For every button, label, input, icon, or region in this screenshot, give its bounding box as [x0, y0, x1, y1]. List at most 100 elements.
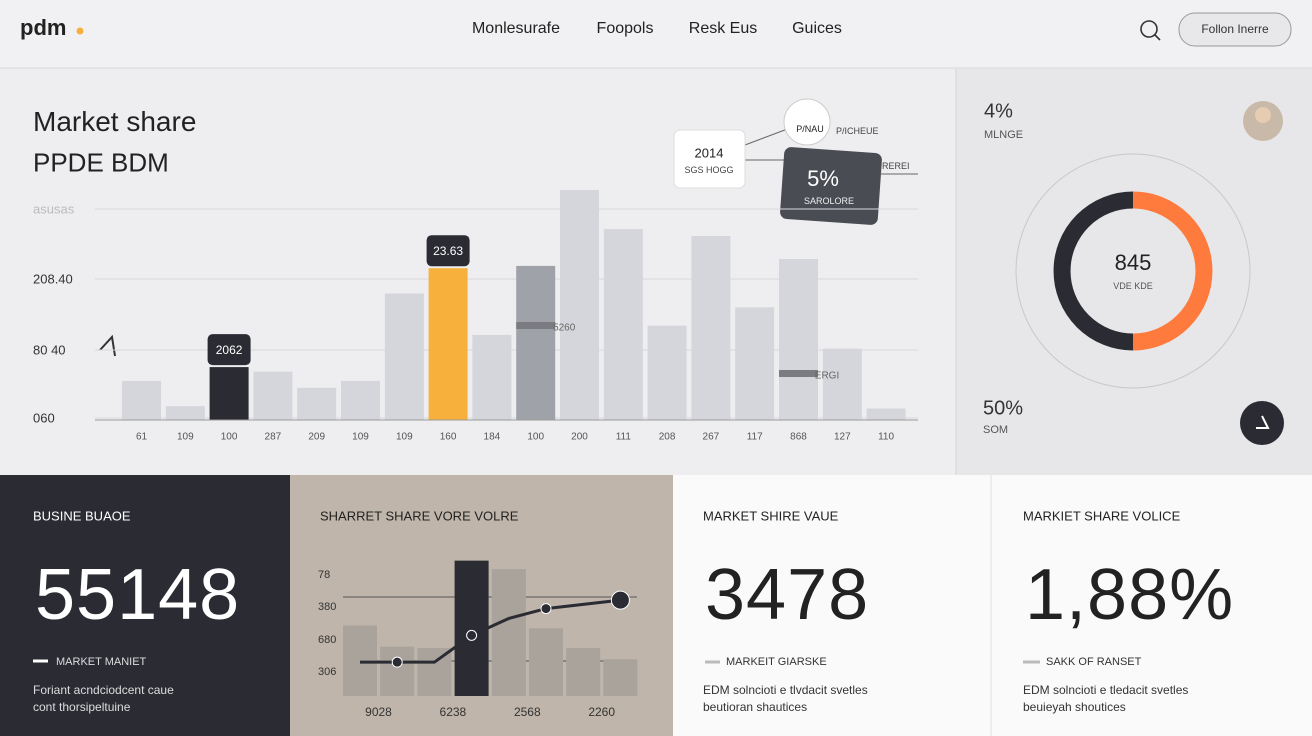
tile-text: beuieyah shoutices: [1023, 700, 1126, 714]
bar: [516, 265, 556, 420]
x-label: 6238: [439, 705, 467, 719]
tile-legend: MARKEIT GIARSKE: [726, 656, 827, 668]
bar: [735, 307, 775, 420]
stat-label: MLNGE: [984, 129, 1024, 141]
tile-title: BUSINE BUAOE: [33, 508, 131, 524]
x-label: 109: [352, 431, 369, 443]
stat-value: 4%: [984, 100, 1013, 123]
card-value: 5%: [807, 166, 839, 191]
y-label: 306: [318, 666, 337, 678]
bar: [779, 259, 818, 420]
tile-text: EDM solncioti e tledacit svetles: [1023, 683, 1189, 697]
y-label: 208.40: [33, 271, 73, 287]
x-label: 100: [220, 431, 238, 443]
tile-title: SHARRET SHARE VORE VOLRE: [320, 508, 519, 524]
tile-text: beutioran shautices: [703, 700, 808, 714]
line: [360, 598, 621, 664]
nav-link[interactable]: Guices: [792, 20, 842, 37]
tile-value: 1,88%: [1025, 555, 1235, 635]
stat-label: SOM: [983, 424, 1009, 436]
line-marker: [466, 629, 478, 641]
x-label: 127: [833, 431, 851, 443]
x-label: 184: [483, 431, 501, 443]
callout: 2062: [215, 343, 243, 358]
tile-value: 55148: [35, 555, 241, 635]
bar: [428, 268, 468, 420]
x-label: 61: [135, 431, 148, 443]
line-marker: [540, 603, 552, 615]
tile-legend: MARKET MANIET: [56, 656, 147, 668]
stripe: [779, 370, 818, 377]
title: Market share: [33, 106, 197, 137]
x-label: 267: [702, 431, 720, 443]
y-label: asusas: [33, 201, 75, 217]
x-label: 2568: [513, 705, 541, 719]
line-marker: [391, 656, 403, 668]
card-label: SAROLORE: [803, 196, 855, 206]
action-button[interactable]: Follon Inerre: [1201, 22, 1269, 36]
subtitle: PPDE BDM: [33, 147, 169, 178]
y-label: 78: [318, 569, 331, 581]
bar: [647, 325, 687, 420]
y-label: 380: [318, 601, 337, 613]
callout: 23.63: [433, 244, 464, 259]
inline-label: 5260: [553, 322, 576, 334]
tile-legend: SAKK OF RANSET: [1046, 656, 1142, 668]
bar: [866, 408, 906, 420]
bar: [209, 367, 249, 420]
inline-label: ERGI: [814, 370, 840, 382]
bar: [603, 659, 638, 696]
bar: [491, 569, 526, 696]
nav-link[interactable]: Foopols: [596, 20, 654, 37]
bar: [472, 334, 512, 420]
bar: [380, 646, 415, 696]
bar: [417, 648, 452, 696]
x-label: 109: [176, 431, 194, 443]
bar: [384, 293, 424, 420]
bar: [454, 560, 489, 696]
bar: [822, 348, 862, 420]
tag: REREI: [882, 161, 910, 171]
tile-text: cont thorsipeltuine: [33, 700, 131, 714]
callout-box: [426, 235, 470, 267]
tile-value: 3478: [705, 555, 870, 635]
card-label: SGS HOGG: [684, 165, 734, 175]
x-label: 117: [746, 431, 763, 443]
nav-link[interactable]: Resk Eus: [688, 20, 758, 37]
card-year: 2014: [694, 145, 724, 161]
tag: P/ICHEUE: [836, 126, 879, 136]
y-label: 060: [33, 410, 55, 426]
bar: [165, 406, 205, 420]
x-label: 868: [790, 431, 807, 443]
line-marker: [610, 590, 630, 610]
bar: [560, 190, 599, 420]
bar: [603, 229, 643, 420]
donut-value: 845: [1114, 250, 1152, 275]
y-label: 680: [318, 634, 337, 646]
x-label: 208: [658, 431, 676, 443]
y-label: 80 40: [33, 342, 66, 358]
x-label: 100: [527, 431, 545, 443]
x-label: 287: [264, 431, 282, 443]
bar: [297, 387, 337, 420]
bar: [253, 371, 293, 420]
pin-label: P/NAU: [796, 124, 824, 134]
x-label: 200: [571, 431, 588, 443]
stripe: [516, 322, 556, 329]
logo[interactable]: pdm: [20, 15, 67, 40]
stat-value: 50%: [983, 397, 1024, 420]
bar: [122, 380, 161, 420]
bar: [341, 380, 380, 420]
bar: [529, 628, 563, 696]
x-label: 160: [439, 431, 457, 443]
x-label: 209: [308, 431, 326, 443]
bar: [566, 648, 601, 696]
tile-text: EDM solncioti e tlvdacit svetles: [703, 683, 868, 697]
x-label: 9028: [365, 705, 392, 719]
bar: [691, 236, 731, 420]
callout-box: [207, 334, 251, 366]
nav-link[interactable]: Monlesurafe: [471, 20, 561, 37]
tile-text: Foriant acndciodcent caue: [33, 683, 174, 697]
